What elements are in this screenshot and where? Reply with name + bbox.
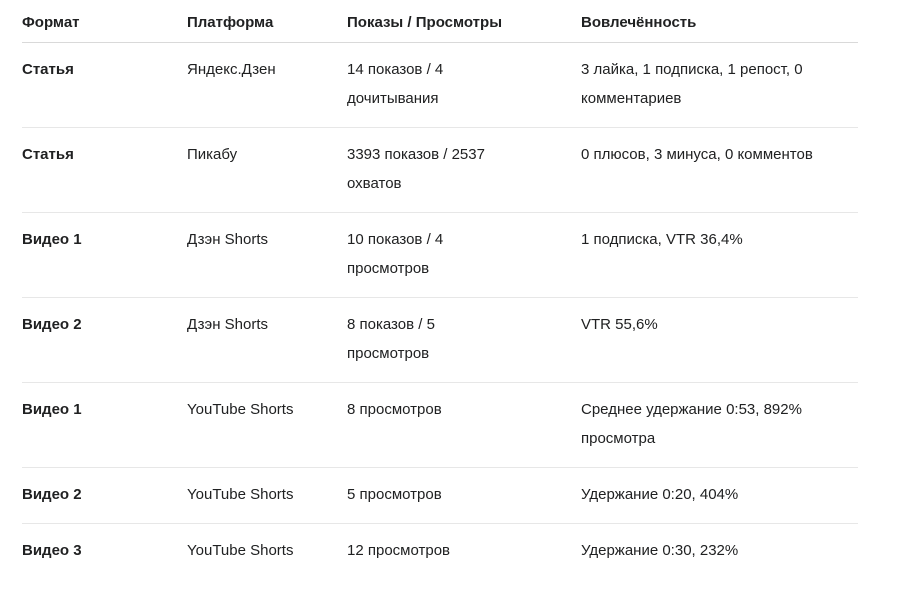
cell-metrics: 3393 показов / 2537 охватов — [347, 127, 581, 213]
cell-platform: YouTube Shorts — [187, 467, 347, 524]
table-row: Видео 1 YouTube Shorts 8 просмотров Сред… — [22, 382, 858, 468]
cell-metrics: 10 показов / 4 просмотров — [347, 212, 581, 298]
cell-engagement: Удержание 0:20, 404% — [581, 467, 858, 524]
cell-platform: YouTube Shorts — [187, 542, 294, 559]
cell-format: Статья — [22, 127, 187, 213]
column-header-format: Формат — [22, 0, 187, 43]
cell-engagement: 3 лайка, 1 подписка, 1 репост, 0 коммент… — [581, 42, 858, 128]
column-header-engagement: Вовлечённость — [581, 0, 858, 43]
table-row: Видео 2 YouTube Shorts 5 просмотров Удер… — [22, 467, 858, 524]
column-header-platform: Платформа — [187, 0, 347, 43]
cell-format: Видео 1 — [22, 212, 187, 298]
cell-format: Видео 1 — [22, 382, 187, 468]
cell-metrics: 8 показов / 5 просмотров — [347, 297, 581, 383]
table-body: Статья Яндекс.Дзен 14 показов / 4 дочиты… — [22, 42, 858, 580]
table-row: Статья Пикабу 3393 показов / 2537 охвато… — [22, 127, 858, 213]
cell-format: Видео 2 — [22, 297, 187, 383]
table-row: Статья Яндекс.Дзен 14 показов / 4 дочиты… — [22, 42, 858, 128]
cell-platform: Дзэн Shorts — [187, 212, 347, 298]
cell-format: Статья — [22, 42, 187, 128]
cell-engagement: 0 плюсов, 3 минуса, 0 комментов — [581, 127, 858, 213]
table-row: Видео 2 Дзэн Shorts 8 показов / 5 просмо… — [22, 297, 858, 383]
cell-metrics: 5 просмотров — [347, 467, 581, 524]
column-header-metrics: Показы / Просмотры — [347, 0, 581, 43]
cell-platform: Яндекс.Дзен — [187, 42, 347, 128]
cell-metrics: 12 просмотров — [347, 542, 451, 559]
cell-format: Видео 2 — [22, 467, 187, 524]
content-stats-table: Формат Платформа Показы / Просмотры Вовл… — [22, 0, 858, 579]
cell-platform: YouTube Shorts — [187, 382, 347, 468]
table-row: Видео 1 Дзэн Shorts 10 показов / 4 просм… — [22, 212, 858, 298]
content-stats-table-container: Формат Платформа Показы / Просмотры Вовл… — [22, 0, 858, 579]
table-header-row: Формат Платформа Показы / Просмотры Вовл… — [22, 0, 858, 43]
cell-metrics: 8 просмотров — [347, 382, 581, 468]
cell-platform: Пикабу — [187, 127, 347, 213]
cell-engagement: Удержание 0:30, 232% — [581, 542, 739, 559]
cell-engagement: 1 подписка, VTR 36,4% — [581, 212, 858, 298]
cell-engagement: Среднее удержание 0:53, 892% просмотра — [581, 382, 858, 468]
table-row: Видео 3 YouTube Shorts 12 просмотров Уде… — [22, 524, 858, 580]
cell-metrics: 14 показов / 4 дочитывания — [347, 42, 581, 128]
cell-format: Видео 3 — [22, 542, 82, 559]
cell-platform: Дзэн Shorts — [187, 297, 347, 383]
cell-engagement: VTR 55,6% — [581, 297, 858, 383]
